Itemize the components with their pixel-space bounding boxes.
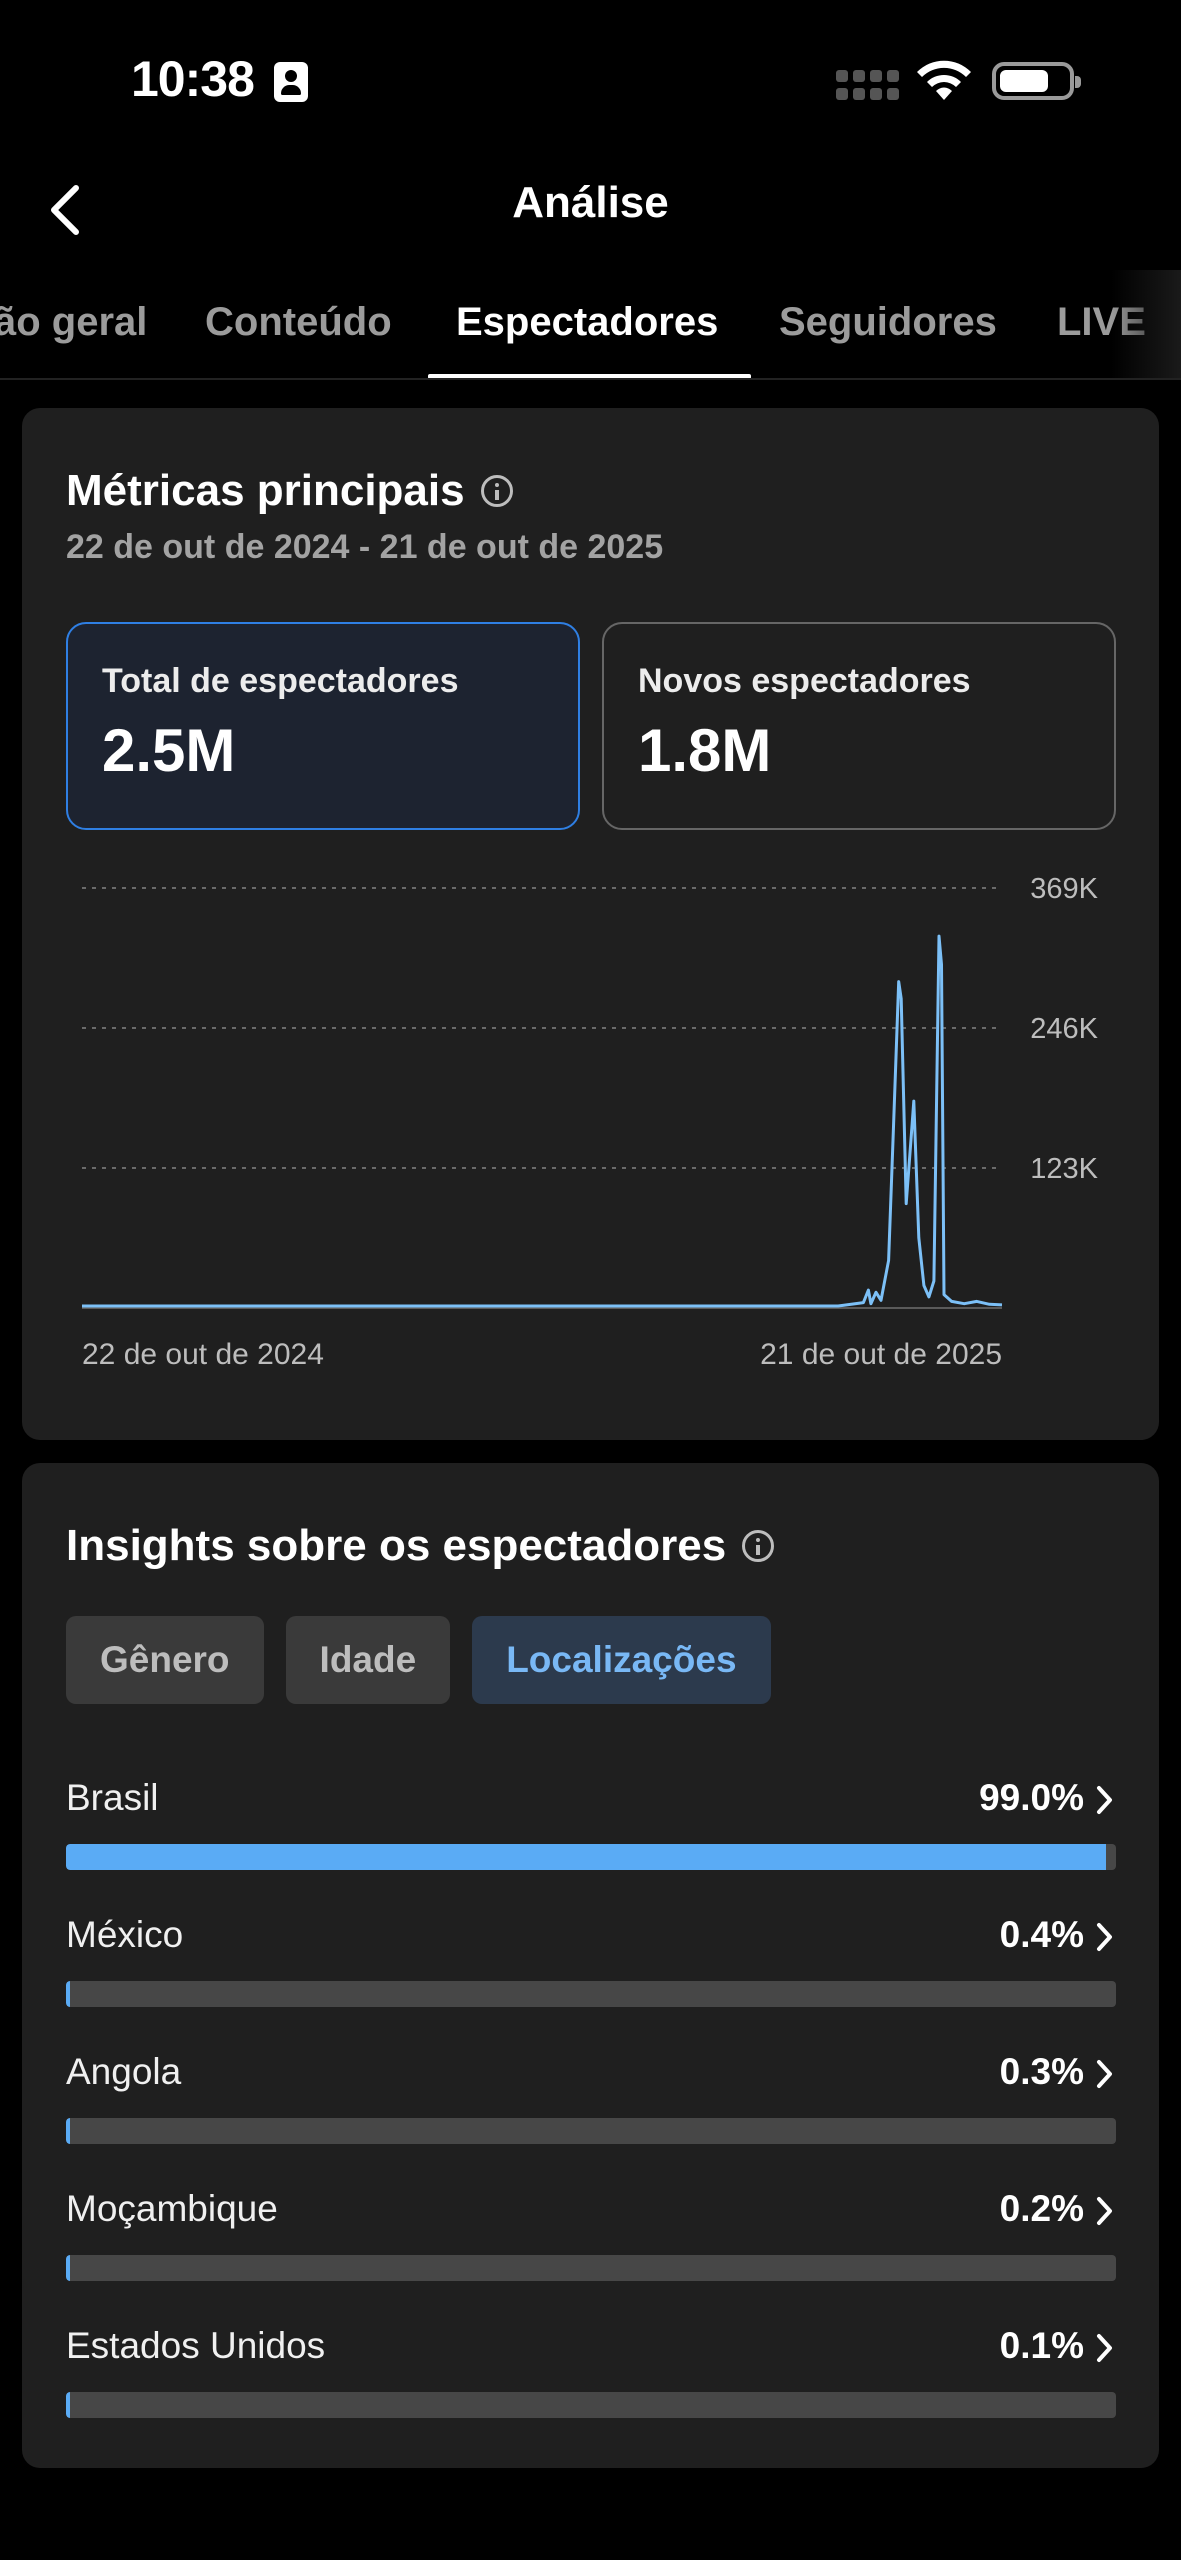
location-bar-fill	[66, 1981, 71, 2007]
chart-y-tick-label: 123K	[1030, 1153, 1098, 1185]
viewer-insights-card: Insights sobre os espectadores Gênero Id…	[22, 1463, 1159, 2468]
active-tab-indicator	[428, 374, 751, 378]
metric-card-total-viewers[interactable]: Total de espectadores 2.5M	[66, 622, 580, 830]
location-bar-track	[66, 1844, 1116, 1870]
location-bar-track	[66, 1981, 1116, 2007]
main-metrics-title: Métricas principais	[66, 466, 513, 516]
tab-content[interactable]: Conteúdo	[205, 300, 392, 344]
location-bar-fill	[66, 1844, 1106, 1870]
main-metrics-title-text: Métricas principais	[66, 466, 465, 515]
tab-viewers[interactable]: Espectadores	[456, 300, 719, 344]
info-icon[interactable]	[742, 1530, 775, 1562]
chevron-right-icon	[1097, 1923, 1112, 1951]
chart-y-tick-label: 369K	[1030, 873, 1098, 905]
tab-overview[interactable]: ão geral	[0, 300, 148, 344]
location-name: Moçambique	[66, 2188, 278, 2229]
chevron-left-icon	[51, 185, 79, 235]
location-row[interactable]: Brasil 99.0%	[66, 1777, 1116, 1877]
segment-locations[interactable]: Localizações	[472, 1616, 771, 1704]
location-percentage: 99.0%	[979, 1777, 1084, 1818]
location-row[interactable]: México 0.4%	[66, 1914, 1116, 2014]
location-percentage: 0.4%	[999, 1914, 1084, 1955]
location-bar-fill	[66, 2118, 70, 2144]
location-row[interactable]: Angola 0.3%	[66, 2051, 1116, 2151]
location-bar-track	[66, 2118, 1116, 2144]
location-bar-track	[66, 2255, 1116, 2281]
metric-label: Novos espectadores	[638, 662, 971, 700]
wifi-icon	[917, 60, 971, 100]
location-name: Brasil	[66, 1777, 159, 1818]
status-time: 10:38	[131, 51, 255, 107]
insights-title: Insights sobre os espectadores	[66, 1521, 775, 1571]
chart-series-line	[82, 934, 1003, 1308]
location-bar-fill	[66, 2255, 70, 2281]
metric-value: 1.8M	[638, 717, 772, 784]
metric-value: 2.5M	[102, 717, 236, 784]
battery-icon	[992, 62, 1081, 100]
location-row[interactable]: Moçambique 0.2%	[66, 2188, 1116, 2288]
segment-age[interactable]: Idade	[285, 1616, 451, 1704]
location-name: México	[66, 1914, 184, 1955]
location-bar-fill	[66, 2392, 70, 2418]
tabs-scroll-fade	[1111, 270, 1181, 378]
date-range: 22 de out de 2024 - 21 de out de 2025	[66, 528, 664, 566]
main-metrics-card: Métricas principais 22 de out de 2024 - …	[22, 408, 1159, 1440]
chevron-right-icon	[1097, 2334, 1112, 2362]
metric-card-new-viewers[interactable]: Novos espectadores 1.8M	[602, 622, 1116, 830]
chart-y-tick-label: 246K	[1030, 1013, 1098, 1045]
chart-x-end-label: 21 de out de 2025	[760, 1338, 1002, 1371]
analytics-tabs: ão geral Conteúdo Espectadores Seguidore…	[0, 270, 1181, 380]
cellular-signal-icon	[836, 70, 900, 100]
chart-x-start-label: 22 de out de 2024	[82, 1338, 324, 1371]
tab-followers[interactable]: Seguidores	[779, 300, 997, 344]
viewers-line-chart: 369K 246K 123K 22 de out de 2024 21 de out d…	[82, 873, 1099, 1371]
location-percentage: 0.1%	[999, 2325, 1084, 2366]
status-bar: 10:38	[0, 0, 1181, 150]
location-percentage: 0.3%	[999, 2051, 1084, 2092]
chevron-right-icon	[1097, 2197, 1112, 2225]
chevron-right-icon	[1097, 2060, 1112, 2088]
metric-label: Total de espectadores	[102, 662, 459, 700]
back-button[interactable]	[40, 180, 90, 240]
insights-title-text: Insights sobre os espectadores	[66, 1521, 727, 1570]
chevron-right-icon	[1097, 1786, 1112, 1814]
location-name: Estados Unidos	[66, 2325, 326, 2366]
insights-segment-tabs: Gênero Idade Localizações	[66, 1616, 771, 1704]
location-bar-track	[66, 2392, 1116, 2418]
contact-card-icon	[274, 62, 308, 102]
segment-gender[interactable]: Gênero	[66, 1616, 264, 1704]
location-percentage: 0.2%	[999, 2188, 1084, 2229]
page-title: Análise	[512, 178, 669, 227]
location-row[interactable]: Estados Unidos 0.1%	[66, 2325, 1116, 2425]
info-icon[interactable]	[480, 475, 513, 507]
location-name: Angola	[66, 2051, 182, 2092]
page-header: Análise	[0, 150, 1181, 270]
